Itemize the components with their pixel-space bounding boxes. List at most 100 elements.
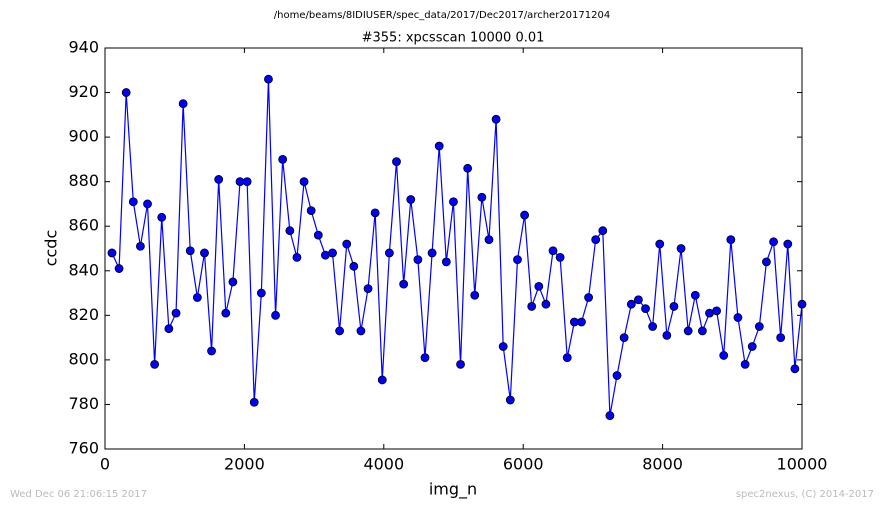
data-point: [669, 302, 679, 311]
data-point: [200, 248, 209, 258]
x-axis-label: img_n: [429, 480, 477, 500]
data-point: [143, 199, 152, 209]
data-point: [214, 175, 224, 184]
data-point: [427, 248, 437, 258]
y-tick-label: 940: [68, 38, 99, 57]
data-point: [441, 257, 451, 267]
data-point: [762, 257, 771, 267]
data-point: [221, 308, 231, 318]
data-point: [505, 395, 515, 405]
y-tick-label: 920: [68, 82, 99, 101]
y-tick-label: 880: [68, 171, 99, 190]
data-point: [413, 255, 423, 265]
data-point: [690, 290, 700, 300]
data-point: [662, 330, 672, 340]
data-point: [783, 239, 793, 249]
data-point: [605, 411, 615, 420]
data-point: [420, 353, 430, 363]
data-point: [449, 197, 458, 207]
data-point: [619, 333, 629, 343]
data-point: [434, 141, 444, 151]
data-point: [513, 255, 522, 265]
data-point: [463, 163, 473, 173]
y-tick-label: 820: [68, 305, 99, 324]
data-point: [363, 284, 373, 294]
data-point: [192, 293, 202, 302]
data-point: [128, 197, 138, 207]
data-point: [185, 246, 195, 256]
data-point: [598, 226, 608, 236]
y-tick-label: 800: [68, 349, 99, 368]
data-point: [349, 261, 359, 271]
y-tick-label: 900: [68, 127, 99, 146]
data-point: [150, 359, 160, 369]
x-tick-label: 6000: [503, 455, 544, 474]
data-point: [577, 317, 586, 327]
data-point: [498, 342, 508, 351]
data-point: [306, 206, 316, 216]
data-point: [754, 322, 764, 331]
data-point: [121, 88, 131, 97]
data-point: [392, 157, 401, 167]
data-point: [676, 244, 686, 253]
data-point: [548, 246, 558, 256]
data-point: [797, 299, 807, 309]
chart-title: #355: xpcsscan 10000 0.01: [362, 31, 545, 46]
data-point: [562, 353, 572, 363]
x-tick-label: 8000: [642, 455, 683, 474]
data-point: [555, 253, 565, 262]
data-point: [377, 375, 387, 385]
data-point: [114, 264, 124, 273]
data-point: [207, 346, 216, 356]
data-point: [626, 299, 636, 309]
data-point: [299, 177, 309, 187]
y-tick-label: 760: [68, 439, 99, 458]
data-point: [733, 313, 743, 322]
footer-left: Wed Dec 06 21:06:15 2017: [10, 489, 147, 500]
data-point: [484, 235, 494, 244]
y-axis-label: ccdc: [42, 230, 61, 267]
data-point: [328, 248, 337, 258]
data-point: [470, 290, 480, 300]
data-point: [456, 359, 465, 369]
x-tick-label: 2000: [224, 455, 265, 474]
data-point: [406, 195, 416, 204]
data-point: [683, 326, 693, 336]
data-point: [776, 333, 786, 343]
data-point: [242, 177, 252, 187]
data-point: [342, 239, 352, 249]
data-point: [370, 208, 380, 218]
data-point: [356, 326, 366, 336]
data-point: [697, 326, 707, 336]
data-point: [641, 304, 650, 314]
data-point: [256, 288, 266, 298]
data-point: [541, 299, 551, 309]
data-point: [790, 364, 800, 374]
y-tick-label: 780: [68, 394, 99, 413]
data-point: [634, 295, 643, 305]
data-point: [335, 326, 345, 336]
chart-subtitle: /home/beams/8IDIUSER/spec_data/2017/Dec2…: [274, 10, 610, 21]
data-point: [712, 306, 722, 316]
data-point: [527, 302, 537, 311]
data-point: [136, 241, 145, 251]
data-point: [534, 281, 544, 291]
data-point: [591, 235, 601, 244]
data-point: [399, 279, 409, 289]
plot-frame: [104, 47, 803, 450]
data-point: [769, 237, 778, 247]
data-point: [228, 277, 238, 287]
data-point: [278, 154, 288, 164]
data-point: [520, 210, 529, 220]
data-point: [726, 235, 736, 244]
x-tick-label: 10000: [777, 455, 828, 474]
data-point: [249, 397, 259, 407]
data-point: [171, 308, 181, 318]
data-point: [292, 253, 302, 262]
data-point: [178, 99, 188, 109]
data-point: [271, 310, 280, 320]
x-tick-label: 4000: [363, 455, 404, 474]
x-tick-label: 0: [100, 455, 110, 474]
data-point: [719, 351, 729, 360]
y-tick-label: 860: [68, 216, 99, 235]
